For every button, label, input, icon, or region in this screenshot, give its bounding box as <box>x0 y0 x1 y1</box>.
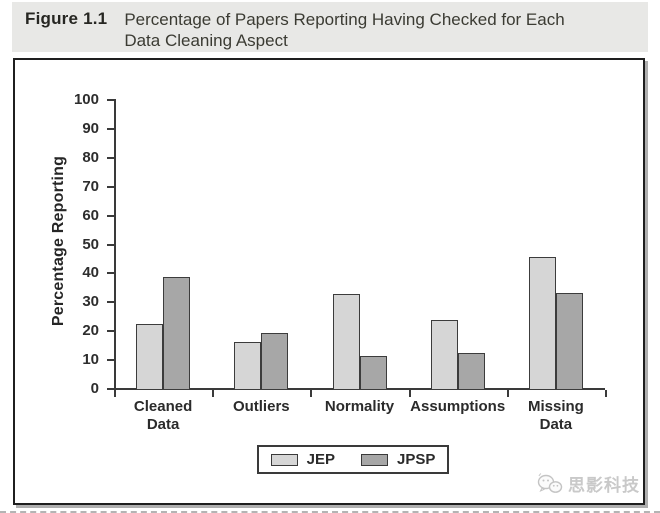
y-tick-label: 80 <box>82 148 99 166</box>
y-tick-mark <box>107 214 114 217</box>
x-category-label: Outliers <box>232 398 290 415</box>
y-axis-line <box>114 99 116 390</box>
figure-caption-line2: Data Cleaning Aspect <box>124 31 288 50</box>
y-tick-mark <box>107 330 114 333</box>
x-tick-mark <box>605 390 607 397</box>
bar-jpsp <box>261 333 289 390</box>
y-tick-label: 60 <box>82 206 99 224</box>
figure-caption: Percentage of Papers Reporting Having Ch… <box>124 9 564 51</box>
legend-entry-jep: JEP <box>270 451 335 468</box>
y-tick-mark <box>107 388 114 390</box>
watermark: 思影科技 <box>536 471 640 496</box>
bar-jpsp <box>457 353 485 390</box>
bar-jep <box>136 324 164 390</box>
y-tick-label: 50 <box>82 235 99 253</box>
y-tick-label: 90 <box>82 119 99 137</box>
y-tick-label: 20 <box>82 322 99 340</box>
legend: JEP JPSP <box>257 445 449 474</box>
y-tick-mark <box>107 272 114 275</box>
x-category-label: Assumptions <box>410 398 506 415</box>
legend-swatch-jpsp <box>361 453 388 466</box>
bar-jpsp <box>555 292 583 390</box>
bar-jep <box>332 294 360 390</box>
y-tick-mark <box>107 127 114 130</box>
wechat-icon <box>536 472 564 496</box>
legend-swatch-jep <box>270 453 298 466</box>
bar-jep <box>430 320 458 390</box>
y-tick-label: 0 <box>90 380 99 397</box>
x-tick-mark <box>408 390 411 397</box>
legend-entry-jpsp: JPSP <box>361 451 435 468</box>
figure-label: Figure 1.1 <box>25 9 108 28</box>
bar-jep <box>528 256 556 390</box>
bar-jpsp <box>163 276 191 390</box>
x-tick-mark <box>114 390 116 397</box>
y-tick-label: 40 <box>82 264 99 282</box>
x-tick-mark <box>212 390 215 397</box>
y-tick-mark <box>107 156 114 159</box>
y-tick-label: 30 <box>82 293 99 311</box>
legend-label-jep: JEP <box>306 451 335 468</box>
x-category-label: Missing Data <box>527 398 584 433</box>
page-bottom-separator <box>0 511 660 513</box>
watermark-text: 思影科技 <box>568 476 640 495</box>
bar-jpsp <box>359 356 387 390</box>
figure-header: Figure 1.1 Percentage of Papers Reportin… <box>12 2 648 52</box>
y-tick-mark <box>107 185 114 188</box>
y-tick-label: 10 <box>82 351 99 369</box>
y-tick-label: 100 <box>73 91 99 108</box>
y-tick-mark <box>107 301 114 304</box>
y-tick-mark <box>107 359 114 362</box>
figure-caption-line1: Percentage of Papers Reporting Having Ch… <box>124 10 565 29</box>
bar-jep <box>234 341 262 390</box>
x-category-label: Normality <box>324 398 395 415</box>
bar-chart-plot: Percentage Reporting 0 10 20 30 40 50 60 70 80 90… <box>15 60 643 503</box>
y-tick-label: 70 <box>82 177 99 195</box>
x-category-label: Cleaned Data <box>133 398 193 433</box>
x-tick-mark <box>310 390 313 397</box>
x-tick-mark <box>506 390 509 397</box>
y-tick-mark <box>107 243 114 246</box>
chart-frame: Percentage Reporting 0 10 20 30 40 50 60 70 80 90… <box>13 58 645 505</box>
y-tick-mark <box>107 99 114 101</box>
legend-label-jpsp: JPSP <box>397 451 436 468</box>
